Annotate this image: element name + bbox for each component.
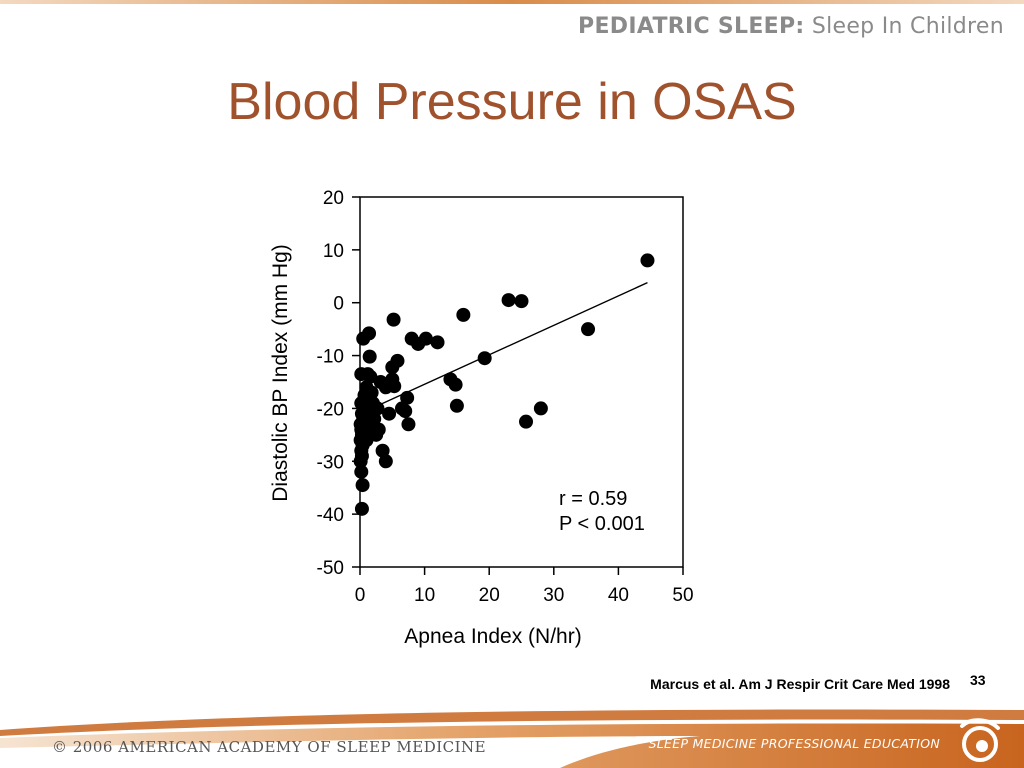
data-point <box>362 326 377 341</box>
y-axis-label: Diastolic BP Index (mm Hg) <box>269 244 292 502</box>
citation: Marcus et al. Am J Respir Crit Care Med … <box>650 676 950 692</box>
x-tick-label: 20 <box>479 585 500 606</box>
data-point <box>375 443 390 458</box>
plot-frame <box>359 196 684 568</box>
y-tick-label: 20 <box>323 188 344 209</box>
slide-title: Blood Pressure in OSAS <box>227 73 797 131</box>
data-points <box>353 253 655 516</box>
data-point <box>371 422 386 437</box>
footer-tagline: SLEEP MEDICINE PROFESSIONAL EDUCATION <box>648 736 940 751</box>
top-accent-band <box>0 0 1024 4</box>
plot-ticks: 0 10 20 30 40 50 20 10 0 -10 -20 -30 -40 -50 <box>317 188 694 606</box>
data-point <box>400 390 415 405</box>
x-tick-label: 30 <box>543 585 564 606</box>
copyright-text: © 2006 AMERICAN ACADEMY OF SLEEP MEDICIN… <box>52 738 487 756</box>
x-tick-label: 40 <box>608 585 629 606</box>
header-subtitle: Sleep In Children <box>811 14 1004 39</box>
y-tick-label: -40 <box>317 505 344 526</box>
data-point <box>354 501 369 516</box>
data-point <box>514 294 529 309</box>
data-point <box>390 353 405 368</box>
y-tick-label: -30 <box>317 452 344 473</box>
data-point <box>501 293 516 308</box>
data-point <box>456 307 471 322</box>
data-point <box>477 351 492 366</box>
scatter-plot: 0 10 20 30 40 50 20 10 0 -10 -20 -30 -40 -50 Apnea In… <box>269 188 694 648</box>
data-point <box>354 464 369 479</box>
data-point <box>382 406 397 421</box>
y-tick-label: 0 <box>333 294 344 315</box>
data-point <box>362 349 377 364</box>
x-tick-label: 10 <box>414 585 435 606</box>
page-number: 33 <box>970 672 986 688</box>
x-axis-label: Apnea Index (N/hr) <box>404 625 581 648</box>
plot-axes <box>359 196 684 568</box>
y-tick-label: -10 <box>317 347 344 368</box>
y-tick-label: -50 <box>317 558 344 579</box>
data-point <box>367 412 382 426</box>
data-point <box>387 379 402 394</box>
data-point <box>398 404 413 419</box>
data-point <box>430 335 445 350</box>
data-point <box>355 478 370 493</box>
data-point <box>640 253 655 268</box>
data-point <box>533 401 548 416</box>
x-tick-label: 0 <box>355 585 366 606</box>
y-tick-label: 10 <box>323 241 344 262</box>
header-brand: PEDIATRIC SLEEP: <box>578 14 805 39</box>
data-point <box>363 369 378 384</box>
header-title: PEDIATRIC SLEEP: Sleep In Children <box>0 14 1004 39</box>
annotation-p: P < 0.001 <box>559 513 645 535</box>
data-point <box>386 312 401 327</box>
x-tick-label: 50 <box>672 585 693 606</box>
y-tick-label: -20 <box>317 399 344 420</box>
aasm-logo-icon <box>960 718 1000 762</box>
data-point <box>370 401 385 416</box>
data-point <box>519 414 534 429</box>
data-point <box>449 398 464 413</box>
footer-swoosh <box>0 709 1024 768</box>
data-point <box>353 454 368 469</box>
data-point <box>401 417 416 432</box>
data-point <box>364 385 379 400</box>
annotation-r: r = 0.59 <box>559 488 627 510</box>
data-point <box>448 377 463 392</box>
data-point <box>378 454 393 469</box>
data-point <box>581 322 596 337</box>
data-point <box>418 331 433 346</box>
